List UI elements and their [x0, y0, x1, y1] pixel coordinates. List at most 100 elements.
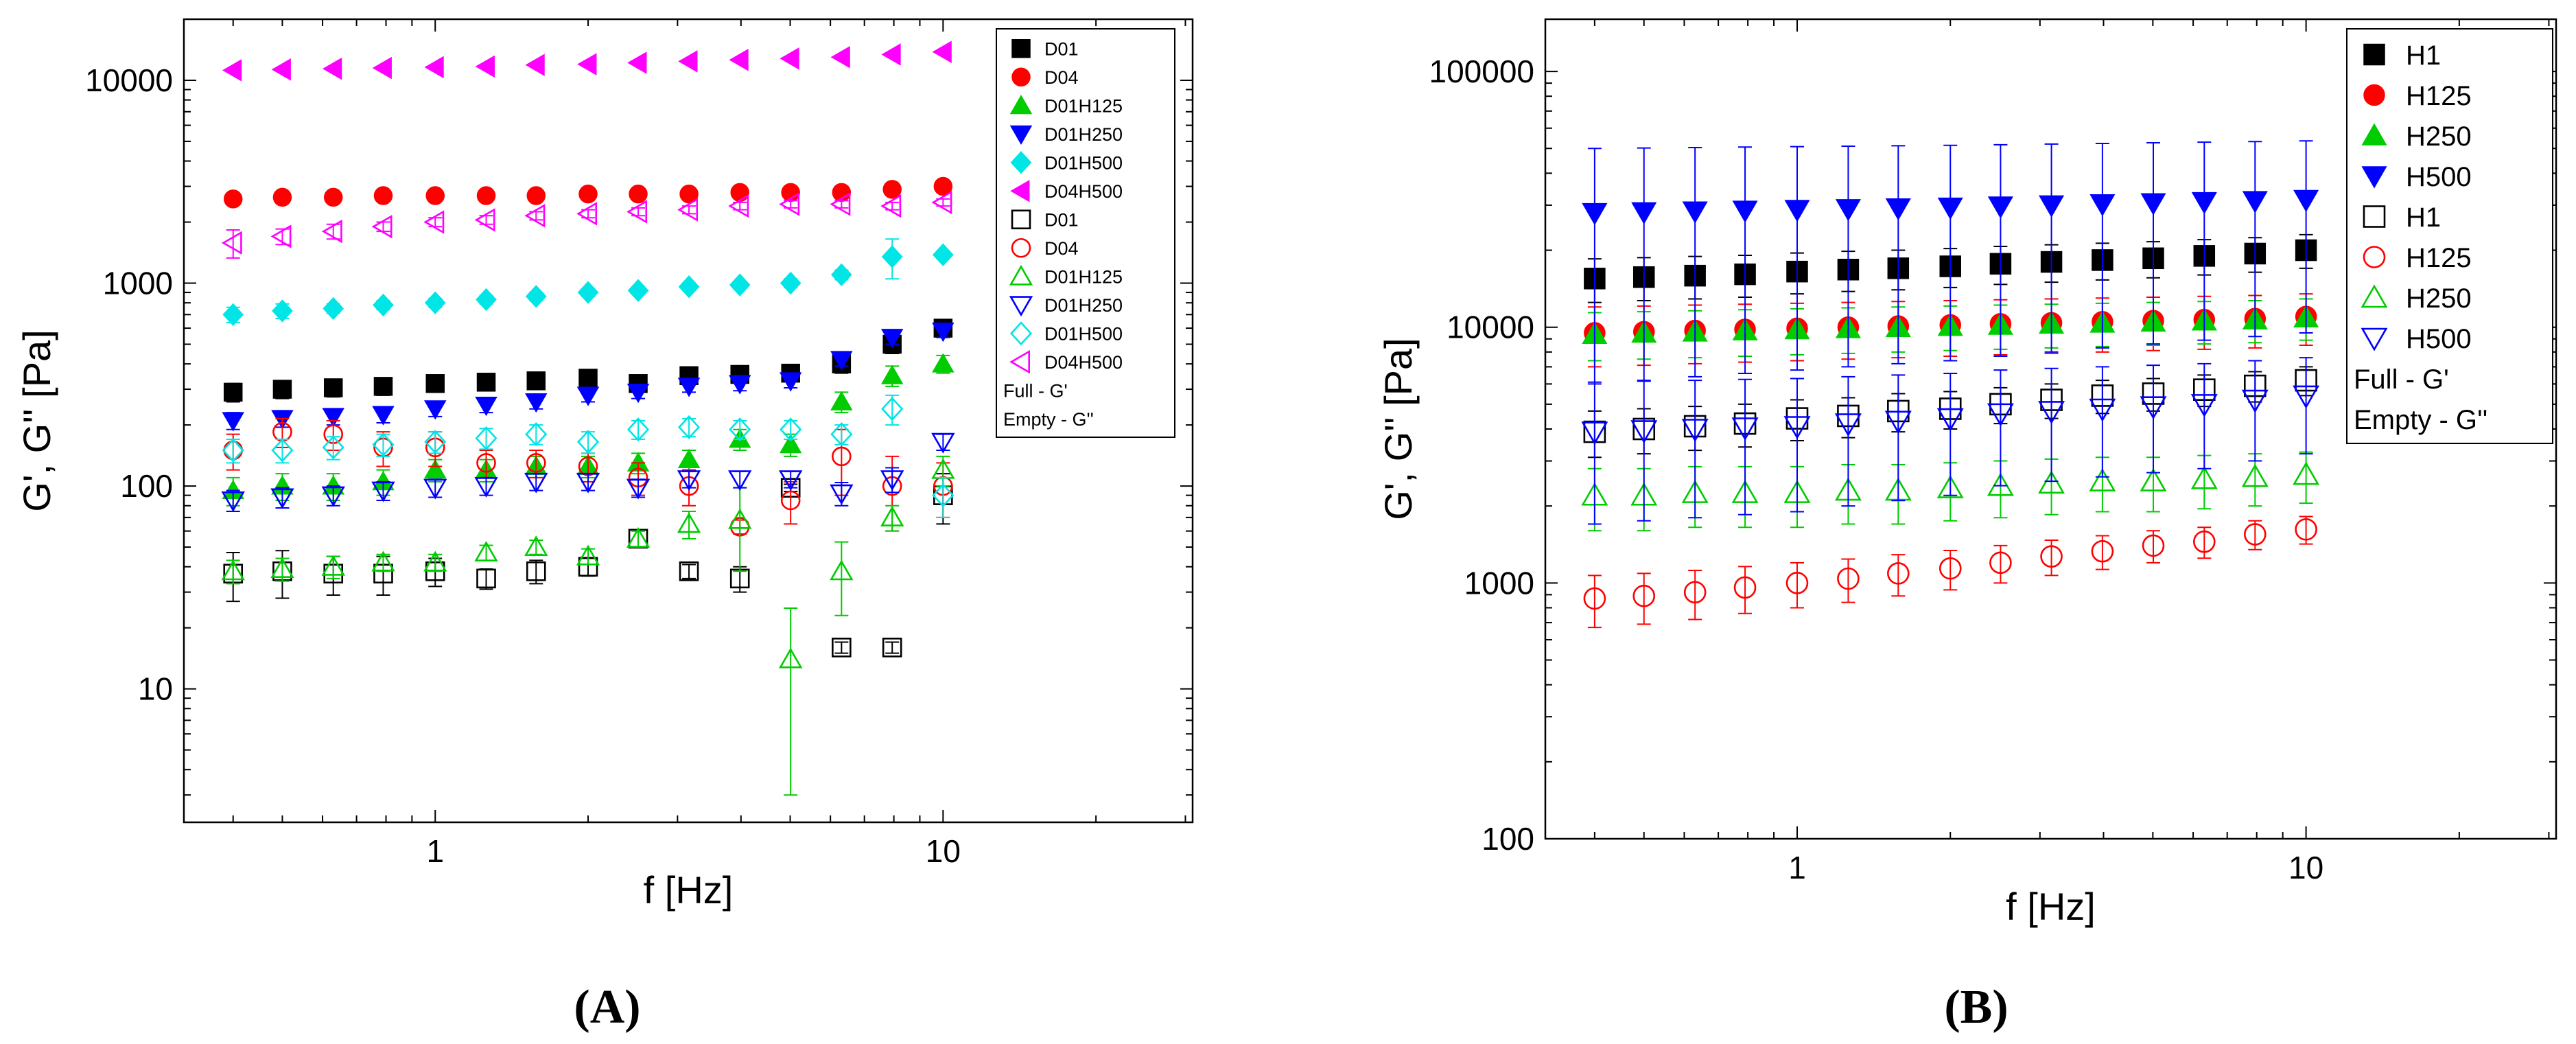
data-point: [2091, 540, 2114, 563]
data-point: [524, 472, 548, 494]
data-point: [2190, 394, 2218, 417]
legend-note: Full - G': [1003, 380, 1068, 401]
panel-b-series-h500-empty: [1581, 357, 2320, 525]
data-point: [729, 49, 749, 71]
data-point: [525, 54, 545, 76]
legend-entry-label: D01H500: [1044, 323, 1123, 344]
legend-marker: [1009, 296, 1033, 317]
legend-entry-label: H125: [2406, 81, 2472, 111]
data-point: [728, 508, 752, 529]
data-point: [424, 430, 447, 454]
legend-marker: [2363, 84, 2385, 106]
data-point: [526, 186, 546, 205]
data-point: [882, 180, 902, 199]
legend-marker: [2361, 166, 2387, 189]
data-point: [832, 638, 852, 658]
data-point: [626, 478, 651, 500]
data-point: [423, 400, 447, 420]
legend-marker: [2361, 123, 2387, 146]
legend-entry-label: H1: [2406, 40, 2441, 71]
data-point: [1987, 196, 2013, 219]
data-point: [1783, 416, 1811, 440]
data-point: [729, 273, 751, 297]
data-point: [373, 377, 393, 396]
data-point: [372, 406, 395, 426]
data-point: [2190, 465, 2218, 489]
legend-entry-label: D01H250: [1044, 124, 1123, 145]
data-point: [423, 550, 447, 572]
data-point: [2140, 396, 2167, 420]
data-point: [778, 647, 803, 669]
legend-entry-label: H500: [2406, 324, 2472, 354]
legend-marker: [1009, 321, 1033, 346]
data-point: [780, 490, 801, 511]
data-point: [832, 446, 852, 467]
panel-b-series-h500-full: [1582, 140, 2319, 385]
panel-b-y-tick-label: 1000: [1464, 565, 1534, 601]
data-point: [1785, 572, 1809, 594]
legend-marker: [1010, 151, 1032, 174]
legend-marker: [1011, 237, 1031, 258]
data-point: [830, 484, 854, 505]
data-point: [474, 208, 495, 232]
data-point: [323, 187, 343, 207]
data-point: [830, 46, 850, 69]
panel-b-x-axis-label: f [Hz]: [2006, 885, 2096, 928]
data-point: [830, 351, 853, 371]
panel-a: (A) 1 10 10 100 1000 10000 f [Hz] G', G'' [Pa] D…: [15, 18, 1194, 1034]
panel-b-y-tick-label: 100000: [1429, 54, 1535, 89]
panel-a-legend-box: [996, 28, 1175, 438]
data-point: [627, 279, 649, 302]
data-point: [880, 505, 904, 526]
legend-marker: [2363, 246, 2386, 268]
data-point: [526, 453, 546, 473]
data-point: [423, 210, 445, 234]
legend-entry-label: H250: [2406, 121, 2472, 152]
data-point: [1583, 587, 1606, 610]
data-point: [525, 422, 548, 447]
data-point: [373, 293, 394, 317]
panel-a-series-d01h250-full: [222, 323, 955, 432]
data-point: [424, 291, 446, 314]
data-point: [576, 472, 600, 494]
data-point: [577, 53, 597, 76]
data-point: [1835, 199, 1861, 222]
data-point: [779, 372, 802, 392]
data-point: [321, 486, 345, 507]
data-point: [526, 371, 546, 391]
panel-a-y-tick-label: 100: [120, 468, 173, 504]
data-point: [831, 263, 852, 287]
data-point: [2140, 467, 2167, 491]
data-point: [1987, 403, 2014, 427]
data-point: [221, 231, 242, 255]
data-point: [2089, 467, 2116, 491]
legend-entry-label: H1: [2406, 202, 2441, 233]
legend-note: Full - G': [2354, 364, 2449, 395]
data-point: [677, 415, 701, 439]
data-point: [1681, 419, 1709, 443]
legend-entry-label: D04H500: [1044, 352, 1123, 373]
data-point: [931, 190, 952, 215]
data-point: [322, 435, 344, 460]
panel-a-plot-frame: [183, 18, 1194, 824]
data-point: [728, 194, 749, 218]
data-point: [271, 58, 291, 81]
data-point: [524, 204, 546, 228]
data-point: [476, 186, 496, 205]
panel-a-label: (A): [574, 981, 640, 1034]
data-point: [474, 477, 498, 498]
data-point: [626, 526, 651, 548]
data-point: [1581, 421, 1608, 445]
data-point: [1939, 557, 1962, 580]
data-point: [1884, 410, 1912, 434]
data-point: [272, 187, 292, 207]
data-point: [678, 275, 700, 299]
data-point: [679, 184, 699, 204]
panel-b-y-tick-label: 10000: [1447, 310, 1534, 345]
data-point: [272, 380, 292, 399]
legend-entry-label: D01: [1044, 209, 1079, 230]
data-point: [830, 192, 851, 216]
panel-a-y-tick-label: 10000: [85, 62, 173, 98]
data-point: [476, 373, 496, 392]
data-point: [880, 329, 904, 349]
